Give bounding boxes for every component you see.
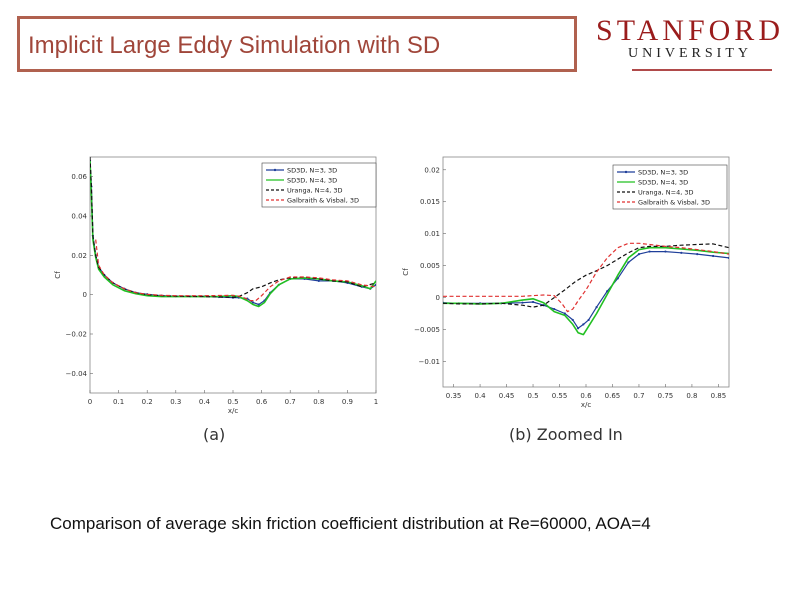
chart-b: 0.35 0.4 0.45 0.5 0.55 0.6 0.65 0.7 0.75 0.8 0.85 −… bbox=[398, 155, 738, 415]
y-tick-label: −0.02 bbox=[66, 331, 87, 339]
series-line bbox=[443, 243, 729, 308]
chart-a-plot: 0 0.1 0.2 0.3 0.4 0.5 0.6 0.7 0.8 0.9 1 −0.04 −0.02 0… bbox=[54, 156, 378, 415]
y-tick-label: −0.04 bbox=[66, 370, 88, 378]
y-tick-label: −0.005 bbox=[414, 326, 440, 334]
series-marker bbox=[664, 250, 667, 253]
series-marker bbox=[587, 318, 590, 322]
logo-sub-text: UNIVERSITY bbox=[628, 46, 752, 61]
legend-entry: Galbraith & Visbal, 3D bbox=[638, 199, 710, 207]
x-axis-label: x/c bbox=[228, 407, 239, 415]
series-marker bbox=[727, 256, 729, 260]
legend-marker bbox=[624, 170, 628, 174]
series-line bbox=[443, 246, 729, 336]
legend-marker bbox=[273, 168, 277, 172]
x-tick-label: 0.8 bbox=[313, 398, 324, 406]
y-tick-label: 0.01 bbox=[424, 230, 440, 238]
legend-entry: SD3D, N=3, 3D bbox=[638, 169, 688, 177]
series-marker bbox=[606, 290, 609, 293]
logo-main-text: STANFORD bbox=[596, 14, 784, 47]
series-marker bbox=[576, 327, 580, 330]
y-tick-label: 0 bbox=[83, 291, 87, 299]
chart-b-label: (b) Zoomed In bbox=[509, 425, 623, 444]
x-tick-label: 0.1 bbox=[113, 398, 124, 406]
y-tick-label: 0.015 bbox=[420, 198, 440, 206]
series-marker bbox=[648, 250, 651, 253]
legend-entry: Galbraith & Visbal, 3D bbox=[287, 197, 359, 205]
title-box: Implicit Large Eddy Simulation with SD bbox=[17, 16, 577, 72]
chart-a: 0 0.1 0.2 0.3 0.4 0.5 0.6 0.7 0.8 0.9 1 −0.04 −0.02 0… bbox=[52, 155, 387, 415]
x-tick-label: 1 bbox=[374, 398, 378, 406]
x-tick-label: 0.5 bbox=[527, 392, 538, 400]
series-marker bbox=[712, 254, 715, 258]
series-marker bbox=[521, 301, 524, 304]
x-tick-label: 0.85 bbox=[711, 392, 727, 400]
legend-entry: SD3D, N=3, 3D bbox=[287, 167, 337, 175]
series-marker bbox=[637, 253, 641, 256]
series-line bbox=[443, 250, 729, 329]
x-tick-label: 0 bbox=[88, 398, 92, 406]
series-marker bbox=[696, 253, 699, 256]
x-tick-label: 0.55 bbox=[552, 392, 568, 400]
series-marker bbox=[374, 283, 376, 286]
y-tick-label: 0.005 bbox=[420, 262, 440, 270]
y-axis-label: Cf bbox=[54, 271, 62, 279]
chart-a-label: (a) bbox=[203, 425, 226, 444]
series-marker bbox=[531, 300, 535, 304]
slide-caption: Comparison of average skin friction coef… bbox=[50, 514, 651, 533]
series-marker bbox=[251, 301, 255, 304]
series-marker bbox=[680, 251, 683, 254]
series-marker bbox=[317, 279, 320, 282]
legend-entry: Uranga, N=4, 3D bbox=[638, 189, 694, 197]
series-marker bbox=[627, 261, 630, 264]
series-marker bbox=[571, 318, 574, 322]
series-marker bbox=[595, 306, 598, 309]
x-axis-label: x/c bbox=[581, 401, 592, 409]
x-tick-label: 0.3 bbox=[170, 398, 181, 406]
x-tick-label: 0.9 bbox=[342, 398, 353, 406]
series-group bbox=[443, 242, 729, 336]
x-tick-label: 0.75 bbox=[658, 392, 674, 400]
series-line bbox=[95, 239, 376, 302]
logo-underline bbox=[632, 69, 772, 71]
legend-entry: SD3D, N=4, 3D bbox=[638, 179, 688, 187]
series-marker bbox=[257, 303, 260, 306]
series-marker bbox=[563, 312, 566, 315]
x-tick-label: 0.4 bbox=[199, 398, 211, 406]
y-tick-label: 0.02 bbox=[424, 166, 440, 174]
series-marker bbox=[582, 323, 585, 326]
legend-entry: Uranga, N=4, 3D bbox=[287, 187, 343, 195]
y-tick-label: 0 bbox=[436, 294, 440, 302]
legend-entry: SD3D, N=4, 3D bbox=[287, 177, 337, 185]
chart-b-plot: 0.35 0.4 0.45 0.5 0.55 0.6 0.65 0.7 0.75 0.8 0.85 −… bbox=[402, 156, 730, 409]
x-tick-label: 0.7 bbox=[285, 398, 296, 406]
x-tick-label: 0.65 bbox=[605, 392, 621, 400]
x-tick-label: 0.35 bbox=[446, 392, 462, 400]
y-tick-label: 0.06 bbox=[71, 173, 87, 181]
x-tick-label: 0.5 bbox=[227, 398, 238, 406]
x-tick-label: 0.45 bbox=[499, 392, 515, 400]
y-tick-label: 0.02 bbox=[71, 252, 87, 260]
slide-title: Implicit Large Eddy Simulation with SD bbox=[28, 32, 441, 59]
y-tick-label: −0.01 bbox=[419, 358, 440, 366]
x-tick-label: 0.8 bbox=[686, 392, 697, 400]
x-tick-label: 0.4 bbox=[475, 392, 487, 400]
series-group bbox=[90, 157, 376, 308]
x-tick-label: 0.6 bbox=[580, 392, 592, 400]
x-tick-label: 0.6 bbox=[256, 398, 268, 406]
y-axis-label: Cf bbox=[402, 268, 410, 276]
y-tick-label: 0.04 bbox=[71, 213, 87, 221]
x-tick-label: 0.2 bbox=[142, 398, 153, 406]
series-marker bbox=[553, 307, 556, 311]
stanford-logo: STANFORD UNIVERSITY bbox=[592, 14, 788, 76]
x-tick-label: 0.7 bbox=[633, 392, 644, 400]
